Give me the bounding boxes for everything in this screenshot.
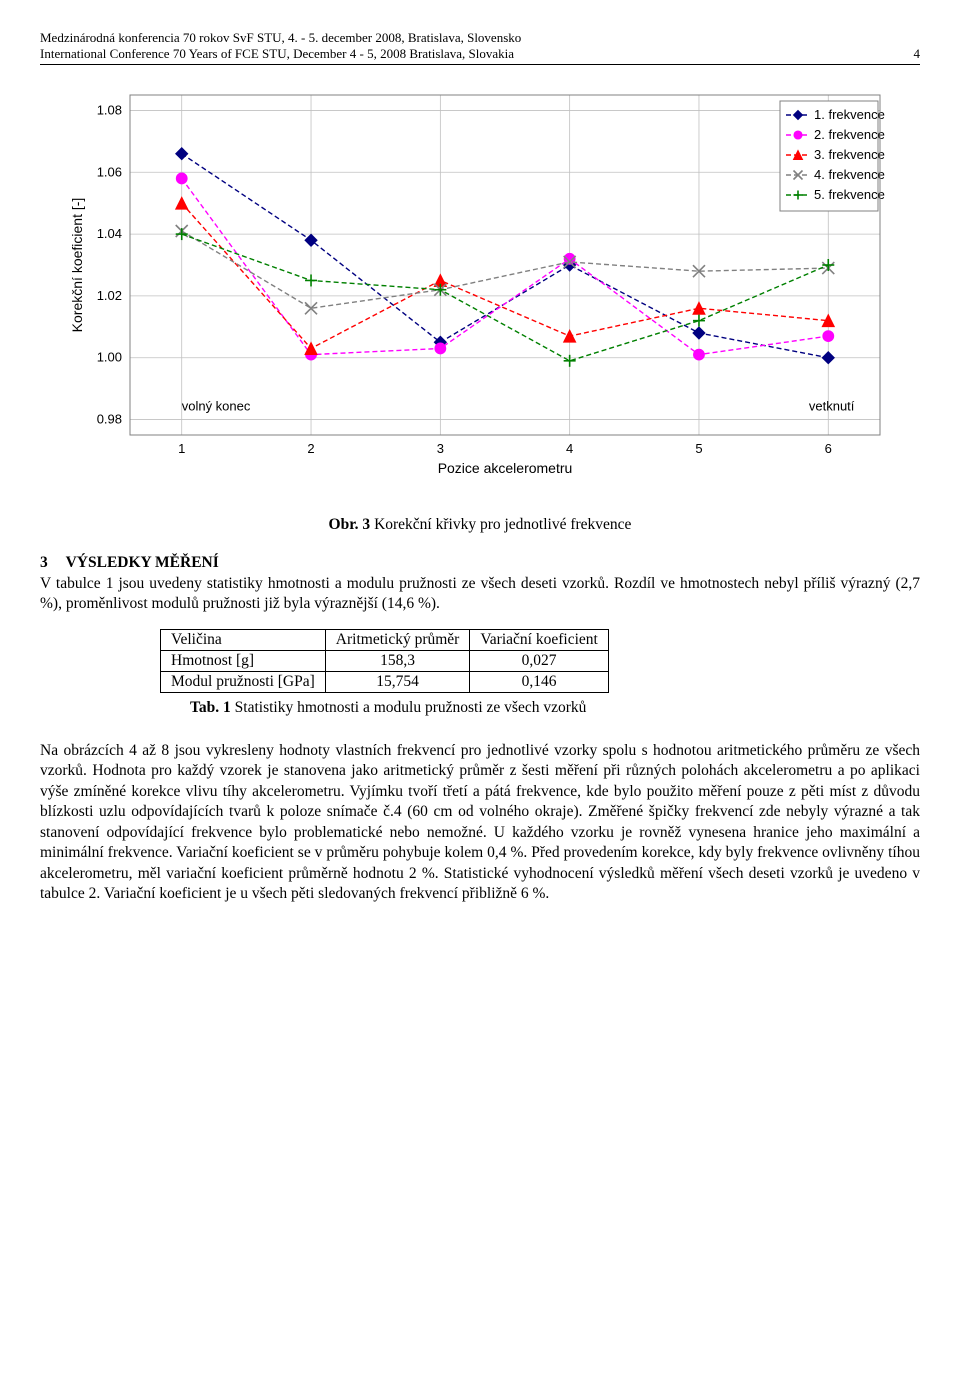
header-rule xyxy=(40,64,920,65)
svg-text:2: 2 xyxy=(307,441,314,456)
header-text-1: Medzinárodná konferencia 70 rokov SvF ST… xyxy=(40,30,521,46)
svg-text:4: 4 xyxy=(566,441,573,456)
svg-text:2. frekvence: 2. frekvence xyxy=(814,127,885,142)
col-varkoef: Variační koeficient xyxy=(470,629,608,650)
table-caption-text: Statistiky hmotnosti a modulu pružnosti … xyxy=(235,699,587,716)
cell: Hmotnost [g] xyxy=(161,650,326,671)
col-velicina: Veličina xyxy=(161,629,326,650)
svg-text:1.08: 1.08 xyxy=(97,102,122,117)
svg-text:vetknutí: vetknutí xyxy=(809,398,855,413)
cell: 0,027 xyxy=(470,650,608,671)
section-heading: 3 VÝSLEDKY MĚŘENÍ xyxy=(40,554,920,572)
svg-text:5. frekvence: 5. frekvence xyxy=(814,187,885,202)
table-header-row: Veličina Aritmetický průměr Variační koe… xyxy=(161,629,609,650)
svg-text:1: 1 xyxy=(178,441,185,456)
figure-caption: Obr. 3 Korekční křivky pro jednotlivé fr… xyxy=(40,516,920,534)
svg-text:1.06: 1.06 xyxy=(97,164,122,179)
svg-text:6: 6 xyxy=(825,441,832,456)
table-row: Hmotnost [g] 158,3 0,027 xyxy=(161,650,609,671)
section-number: 3 xyxy=(40,554,62,572)
paragraph-1: V tabulce 1 jsou uvedeny statistiky hmot… xyxy=(40,574,920,615)
svg-text:5: 5 xyxy=(695,441,702,456)
cell: 15,754 xyxy=(325,671,470,692)
svg-text:Korekční koeficient [-]: Korekční koeficient [-] xyxy=(69,198,85,333)
figure-caption-bold: Obr. 3 xyxy=(329,516,371,533)
correction-curves-chart: 0.98 1.00 1.02 1.04 1.06 1.08 1 2 3 4 5 6 Pozice akc… xyxy=(60,77,900,502)
header-line-2: International Conference 70 Years of FCE… xyxy=(40,46,920,62)
svg-text:1. frekvence: 1. frekvence xyxy=(814,107,885,122)
header-line-1: Medzinárodná konferencia 70 rokov SvF ST… xyxy=(40,30,920,46)
svg-text:3. frekvence: 3. frekvence xyxy=(814,147,885,162)
svg-text:0.98: 0.98 xyxy=(97,412,122,427)
svg-text:3: 3 xyxy=(437,441,444,456)
section-title: VÝSLEDKY MĚŘENÍ xyxy=(66,554,219,571)
page-number: 4 xyxy=(904,46,921,62)
svg-text:1.02: 1.02 xyxy=(97,288,122,303)
header-text-2: International Conference 70 Years of FCE… xyxy=(40,46,514,62)
figure-caption-text: Korekční křivky pro jednotlivé frekvence xyxy=(374,516,631,533)
svg-text:1.00: 1.00 xyxy=(97,350,122,365)
cell: 158,3 xyxy=(325,650,470,671)
col-prumer: Aritmetický průměr xyxy=(325,629,470,650)
cell: 0,146 xyxy=(470,671,608,692)
table-row: Modul pružnosti [GPa] 15,754 0,146 xyxy=(161,671,609,692)
cell: Modul pružnosti [GPa] xyxy=(161,671,326,692)
paragraph-2: Na obrázcích 4 až 8 jsou vykresleny hodn… xyxy=(40,741,920,905)
svg-text:volný konec: volný konec xyxy=(182,398,251,413)
svg-text:Pozice akcelerometru: Pozice akcelerometru xyxy=(438,460,573,476)
svg-text:1.04: 1.04 xyxy=(97,226,122,241)
svg-text:4. frekvence: 4. frekvence xyxy=(814,167,885,182)
table-caption-bold: Tab. 1 xyxy=(190,699,231,716)
statistics-table: Veličina Aritmetický průměr Variační koe… xyxy=(160,629,609,693)
table-caption: Tab. 1 Statistiky hmotnosti a modulu pru… xyxy=(190,699,920,717)
